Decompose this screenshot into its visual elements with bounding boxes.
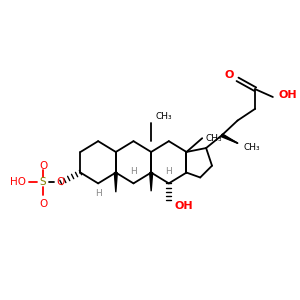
Text: O: O [39, 199, 47, 209]
Text: H: H [130, 167, 137, 176]
Text: O: O [39, 161, 47, 171]
Text: CH₃: CH₃ [243, 142, 260, 152]
Text: HO: HO [10, 177, 26, 188]
Text: H: H [95, 189, 101, 198]
Text: O: O [57, 177, 65, 188]
Text: O: O [224, 70, 234, 80]
Text: OH: OH [279, 90, 297, 100]
Text: H: H [165, 167, 172, 176]
Polygon shape [150, 172, 153, 191]
Polygon shape [114, 172, 117, 192]
Text: OH: OH [175, 201, 193, 211]
Polygon shape [221, 134, 238, 143]
Text: S: S [40, 177, 46, 188]
Text: CH₃: CH₃ [205, 134, 222, 143]
Text: CH₃: CH₃ [155, 112, 172, 121]
